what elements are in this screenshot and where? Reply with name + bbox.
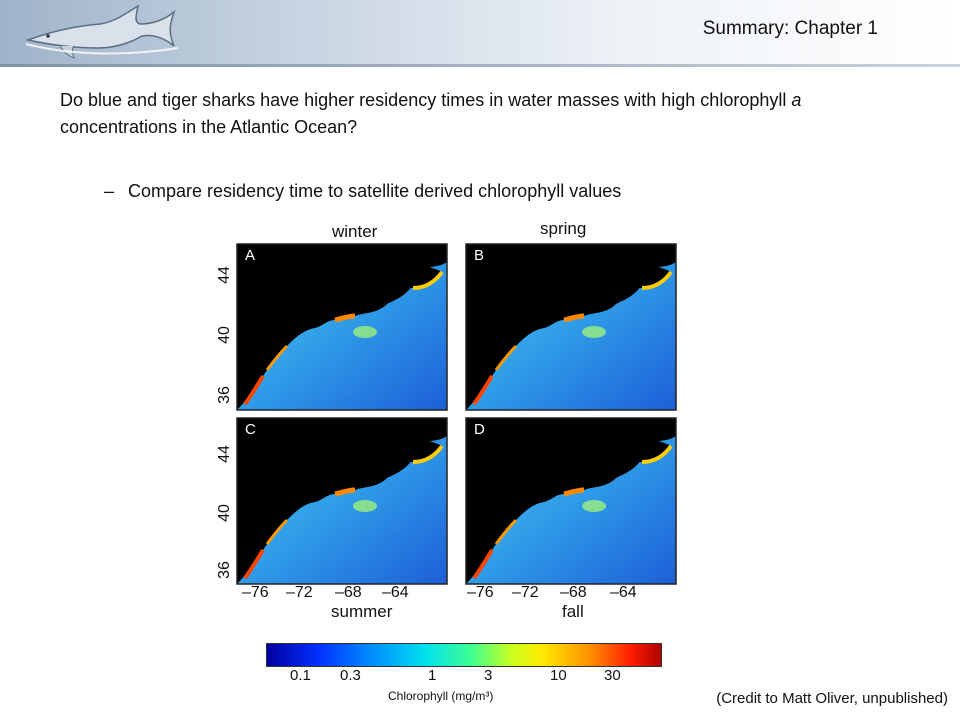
- season-label-summer: summer: [331, 602, 393, 621]
- slide-title: Summary: Chapter 1: [702, 18, 878, 39]
- x-tick-label: –68: [560, 584, 587, 601]
- panel-letter: A: [245, 247, 255, 264]
- x-tick-label: –76: [467, 584, 494, 601]
- question-italic: a: [791, 90, 802, 110]
- season-label-fall: fall: [562, 602, 584, 621]
- x-tick-label: –68: [335, 584, 362, 601]
- colorbar-tick: 0.1: [290, 667, 311, 684]
- colorbar-label: Chlorophyll (mg/m³): [388, 689, 494, 703]
- season-label-spring: spring: [540, 219, 587, 238]
- panel-letter: C: [245, 421, 256, 438]
- bullet-item: – Compare residency time to satellite der…: [104, 181, 621, 202]
- colorbar-tick: 1: [428, 667, 437, 684]
- colorbar-tick: 3: [484, 667, 493, 684]
- credit-note: (Credit to Matt Oliver, unpublished): [716, 690, 948, 707]
- bullet-dash: –: [104, 181, 115, 201]
- colorbar-tick: 0.3: [340, 667, 361, 684]
- research-question: Do blue and tiger sharks have higher res…: [60, 87, 880, 141]
- season-label-winter: winter: [332, 222, 378, 241]
- colorbar-tick: 30: [604, 667, 621, 684]
- map-panel-b: B: [466, 244, 676, 410]
- shark-icon: [20, 2, 180, 67]
- panel-letter: B: [474, 247, 484, 264]
- map-panel-a: A: [237, 244, 447, 410]
- map-panel-c: C: [237, 418, 447, 584]
- question-text-2: concentrations in the Atlantic Ocean?: [60, 117, 358, 137]
- panel-letter: D: [474, 421, 485, 438]
- x-tick-label: –72: [512, 584, 539, 601]
- map-panel-d: D: [466, 418, 676, 584]
- x-tick-label: –64: [382, 584, 409, 601]
- bullet-text: Compare residency time to satellite deri…: [128, 181, 622, 201]
- header-divider: [0, 64, 960, 67]
- x-tick-label: –64: [610, 584, 637, 601]
- question-text-1: Do blue and tiger sharks have higher res…: [60, 90, 792, 110]
- x-tick-label: –76: [242, 584, 269, 601]
- x-tick-label: –72: [286, 584, 313, 601]
- colorbar-tick: 10: [550, 667, 567, 684]
- colorbar: [266, 643, 662, 667]
